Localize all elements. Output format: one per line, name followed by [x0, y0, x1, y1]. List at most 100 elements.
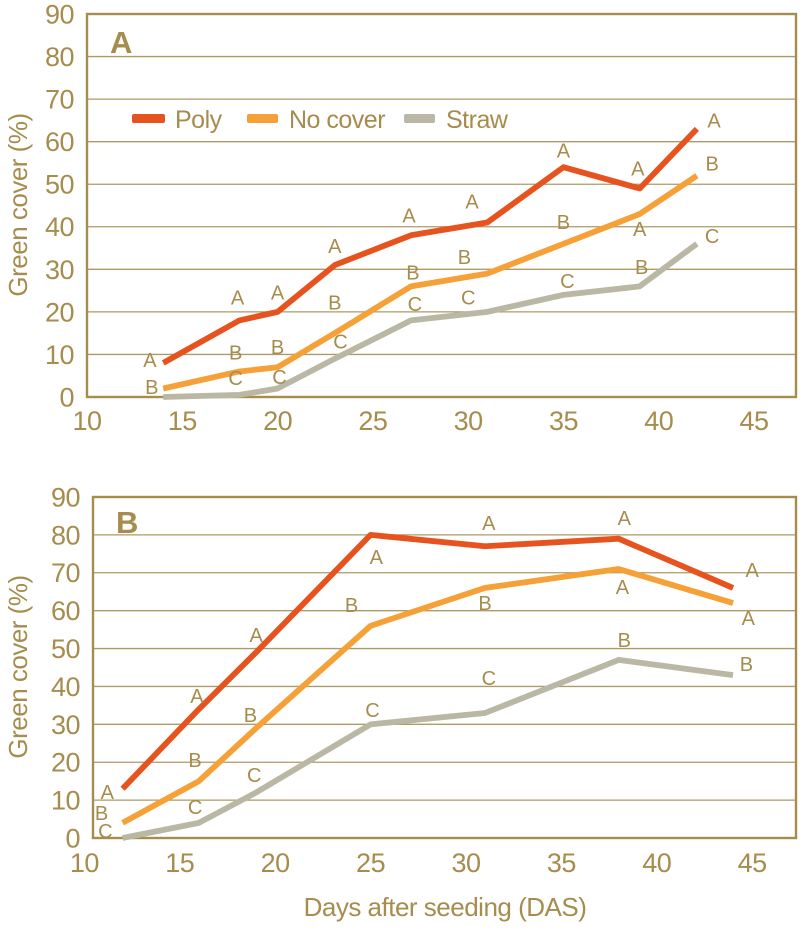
- point-letter-label: B: [557, 212, 570, 234]
- point-letter-label: A: [482, 513, 496, 535]
- y-tick-label: 80: [51, 520, 80, 550]
- point-letter-label: B: [345, 595, 358, 617]
- y-tick-label: 30: [51, 710, 80, 740]
- point-letter-label: C: [408, 294, 422, 316]
- point-letter-label: A: [402, 206, 416, 228]
- y-tick-label: 10: [51, 786, 80, 816]
- y-tick-label: 50: [45, 170, 74, 200]
- point-letter-label: C: [365, 700, 379, 722]
- point-letter-label: B: [740, 654, 753, 676]
- y-axis-title-panel-b: Green cover (%): [3, 575, 33, 758]
- x-tick-label: 40: [642, 848, 671, 878]
- point-letter-label: A: [101, 782, 115, 804]
- x-tick-label: 45: [740, 406, 769, 436]
- x-tick-label: 20: [263, 406, 292, 436]
- point-letter-label: A: [631, 158, 645, 180]
- x-tick-label: 10: [72, 406, 101, 436]
- point-letter-label: A: [618, 508, 632, 530]
- y-tick-label: 90: [45, 0, 74, 29]
- point-letter-label: C: [482, 668, 496, 690]
- legend-label-no-cover: No cover: [289, 106, 385, 134]
- point-letter-label: A: [742, 608, 756, 630]
- series-line-no_cover: [162, 173, 699, 392]
- legend-swatch-poly: [132, 114, 165, 123]
- point-letter-label: C: [98, 821, 112, 843]
- y-tick-label: 20: [51, 748, 80, 778]
- point-letter-label: C: [705, 226, 719, 248]
- point-letter-label: B: [458, 247, 471, 269]
- series-line-no_cover: [121, 566, 734, 826]
- point-letter-label: C: [188, 797, 202, 819]
- point-letter-label: B: [328, 293, 341, 315]
- y-tick-label: 70: [45, 85, 74, 115]
- x-axis-title: Days after seeding (DAS): [304, 892, 587, 922]
- y-tick-label: 40: [45, 212, 74, 242]
- point-letter-label: A: [249, 625, 263, 647]
- point-letter-label: C: [333, 332, 347, 354]
- point-letter-label: B: [618, 630, 631, 652]
- x-tick-label: 30: [454, 406, 483, 436]
- series-line-poly: [161, 126, 699, 366]
- point-letter-label: A: [143, 350, 157, 372]
- point-letter-label: B: [271, 337, 284, 359]
- point-letter-label: A: [557, 141, 571, 163]
- legend-swatch-no-cover: [247, 114, 278, 123]
- x-tick-label: 25: [356, 848, 385, 878]
- point-letter-label: A: [707, 110, 721, 132]
- y-tick-label: 0: [59, 382, 74, 412]
- point-letter-label: C: [228, 368, 242, 390]
- point-letter-label: B: [188, 750, 201, 772]
- chart-text-layer: A B Green cover (%) Green cover (%) Days…: [3, 25, 587, 922]
- point-letter-label: B: [406, 262, 419, 284]
- y-tick-label: 60: [45, 127, 74, 157]
- x-tick-label: 10: [70, 848, 99, 878]
- point-letter-label: A: [616, 577, 630, 599]
- x-tick-label: 40: [644, 406, 673, 436]
- y-tick-label: 0: [65, 823, 80, 853]
- y-tick-label: 80: [45, 42, 74, 72]
- y-tick-label: 70: [51, 558, 80, 588]
- x-tick-label: 15: [165, 848, 194, 878]
- x-tick-label: 20: [261, 848, 290, 878]
- point-letter-label: C: [461, 287, 475, 309]
- plot-frame: [85, 12, 798, 399]
- x-tick-label: 15: [168, 406, 197, 436]
- point-letter-label: B: [95, 803, 108, 825]
- point-letter-label: C: [272, 367, 286, 389]
- y-tick-label: 50: [51, 634, 80, 664]
- point-letter-label: A: [271, 282, 285, 304]
- x-tick-label: 35: [549, 406, 578, 436]
- series-line-straw: [163, 241, 699, 400]
- point-letter-label: B: [478, 593, 491, 615]
- x-tick-label: 30: [451, 848, 480, 878]
- point-letter-label: B: [635, 257, 648, 279]
- point-letter-label: C: [560, 271, 574, 293]
- point-letter-label: A: [328, 236, 342, 258]
- point-letter-label: C: [247, 765, 261, 787]
- point-letter-label: B: [145, 377, 158, 399]
- point-letter-label: A: [190, 686, 204, 708]
- x-tick-label: 45: [738, 848, 767, 878]
- legend-swatch-straw: [404, 114, 435, 123]
- series-line-poly: [120, 531, 735, 791]
- point-letter-label: A: [633, 219, 647, 241]
- x-tick-label: 35: [547, 848, 576, 878]
- y-tick-label: 20: [45, 297, 74, 327]
- legend-label-poly: Poly: [175, 106, 223, 134]
- y-tick-label: 90: [51, 482, 80, 512]
- point-letter-label: A: [465, 192, 479, 214]
- point-letter-label: A: [231, 287, 245, 309]
- series-line-straw: [122, 657, 734, 841]
- y-tick-label: 30: [45, 255, 74, 285]
- plot-frame: [91, 495, 798, 840]
- y-axis-title-panel-a: Green cover (%): [3, 113, 33, 296]
- y-tick-label: 40: [51, 672, 80, 702]
- point-letter-label: B: [229, 343, 242, 365]
- point-letter-label: B: [705, 153, 718, 175]
- legend-label-straw: Straw: [446, 106, 509, 134]
- point-letter-label: A: [745, 560, 759, 582]
- point-letter-label: A: [370, 547, 384, 569]
